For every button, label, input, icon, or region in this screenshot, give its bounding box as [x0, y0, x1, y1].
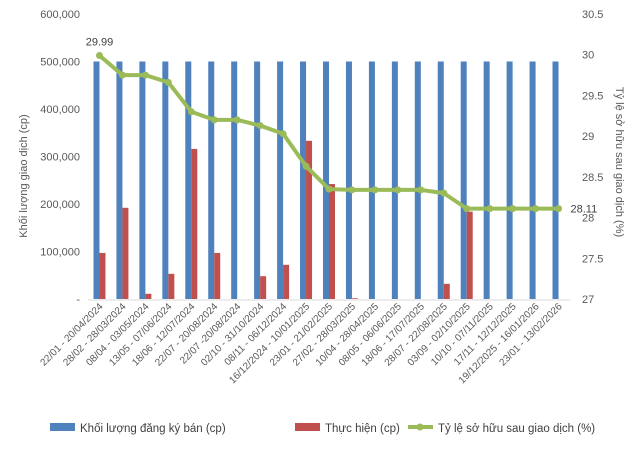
y2-tick-label: 29 [582, 131, 594, 143]
y-tick-label: 400,000 [40, 104, 80, 116]
ownership-point [325, 185, 333, 193]
ownership-point [95, 52, 103, 60]
y-tick-label: 100,000 [40, 247, 80, 259]
ownership-point [348, 186, 356, 194]
legend-label: Thực hiện (cp) [325, 423, 400, 435]
y2-tick-label: 27 [582, 294, 594, 306]
y2-tick-label: 28.5 [582, 172, 603, 184]
ownership-point [555, 205, 563, 213]
executed-bar [443, 283, 450, 299]
ownership-point [118, 71, 126, 79]
ownership-point [141, 71, 149, 79]
executed-bar [145, 293, 152, 299]
registered-bar [162, 61, 169, 299]
registered-bar [460, 61, 467, 299]
registered-bar [116, 61, 123, 299]
registered-bar [277, 61, 284, 299]
y-axis-title: Khối lượng giao dịch (cp) [18, 114, 30, 237]
executed-bar [260, 276, 267, 299]
legend-marker [416, 423, 424, 431]
y2-tick-label: 30 [582, 50, 594, 62]
executed-bar [99, 252, 106, 299]
registered-bar [368, 61, 375, 299]
executed-bar [168, 273, 175, 299]
registered-bar [323, 61, 329, 299]
y-tick-label: 200,000 [40, 199, 80, 211]
data-label: 28.11 [571, 204, 598, 216]
executed-bar [466, 211, 473, 299]
registered-bar [529, 61, 536, 299]
ownership-point [486, 205, 494, 213]
registered-bar [414, 61, 421, 299]
registered-bar [185, 61, 192, 299]
executed-bar [351, 298, 358, 299]
legend-label: Khối lượng đăng ký bán (cp) [80, 423, 226, 435]
registered-bar [208, 61, 215, 299]
ownership-point [233, 116, 241, 124]
ownership-point [394, 186, 402, 194]
ownership-point [256, 122, 264, 130]
y-tick-label: 300,000 [40, 152, 80, 164]
data-label: 29.99 [86, 37, 114, 49]
ownership-point [302, 162, 310, 170]
executed-bar [214, 252, 221, 299]
ownership-point [210, 116, 218, 124]
legend-swatch [295, 423, 320, 431]
ownership-point [279, 130, 287, 138]
registered-bar [437, 61, 444, 299]
registered-bar [300, 61, 307, 299]
registered-bar [93, 61, 100, 299]
executed-bar [283, 264, 290, 299]
legend-label: Tỷ lệ sở hữu sau giao dịch (%) [438, 423, 595, 435]
registered-bar [139, 61, 146, 299]
registered-bar [391, 61, 398, 299]
registered-bar [506, 61, 513, 299]
y2-tick-label: 29.5 [582, 90, 603, 102]
legend-swatch [50, 423, 75, 431]
y2-tick-label: 28 [582, 213, 594, 225]
executed-bar [122, 207, 129, 299]
registered-bar [345, 61, 352, 299]
ownership-point [463, 205, 471, 213]
executed-bar [191, 148, 198, 299]
registered-bar [254, 61, 261, 299]
y-tick-label: 600,000 [40, 9, 80, 21]
ownership-point [440, 189, 448, 197]
registered-bar [552, 61, 559, 299]
y2-tick-label: 30.5 [582, 9, 603, 21]
ownership-point [532, 205, 540, 213]
executed-bar [329, 184, 335, 299]
y2-axis-title: Tỷ lệ sở hữu sau giao dịch (%) [613, 87, 625, 237]
executed-bar [306, 140, 313, 299]
ownership-point [164, 78, 172, 86]
y-tick-label: - [76, 294, 80, 306]
ownership-point [187, 108, 195, 116]
ownership-point [509, 205, 517, 213]
y2-tick-label: 27.5 [582, 253, 603, 265]
y-tick-label: 500,000 [40, 57, 80, 69]
registered-bar [231, 61, 238, 299]
registered-bar [483, 61, 490, 299]
ownership-point [417, 186, 425, 194]
ownership-point [371, 186, 379, 194]
